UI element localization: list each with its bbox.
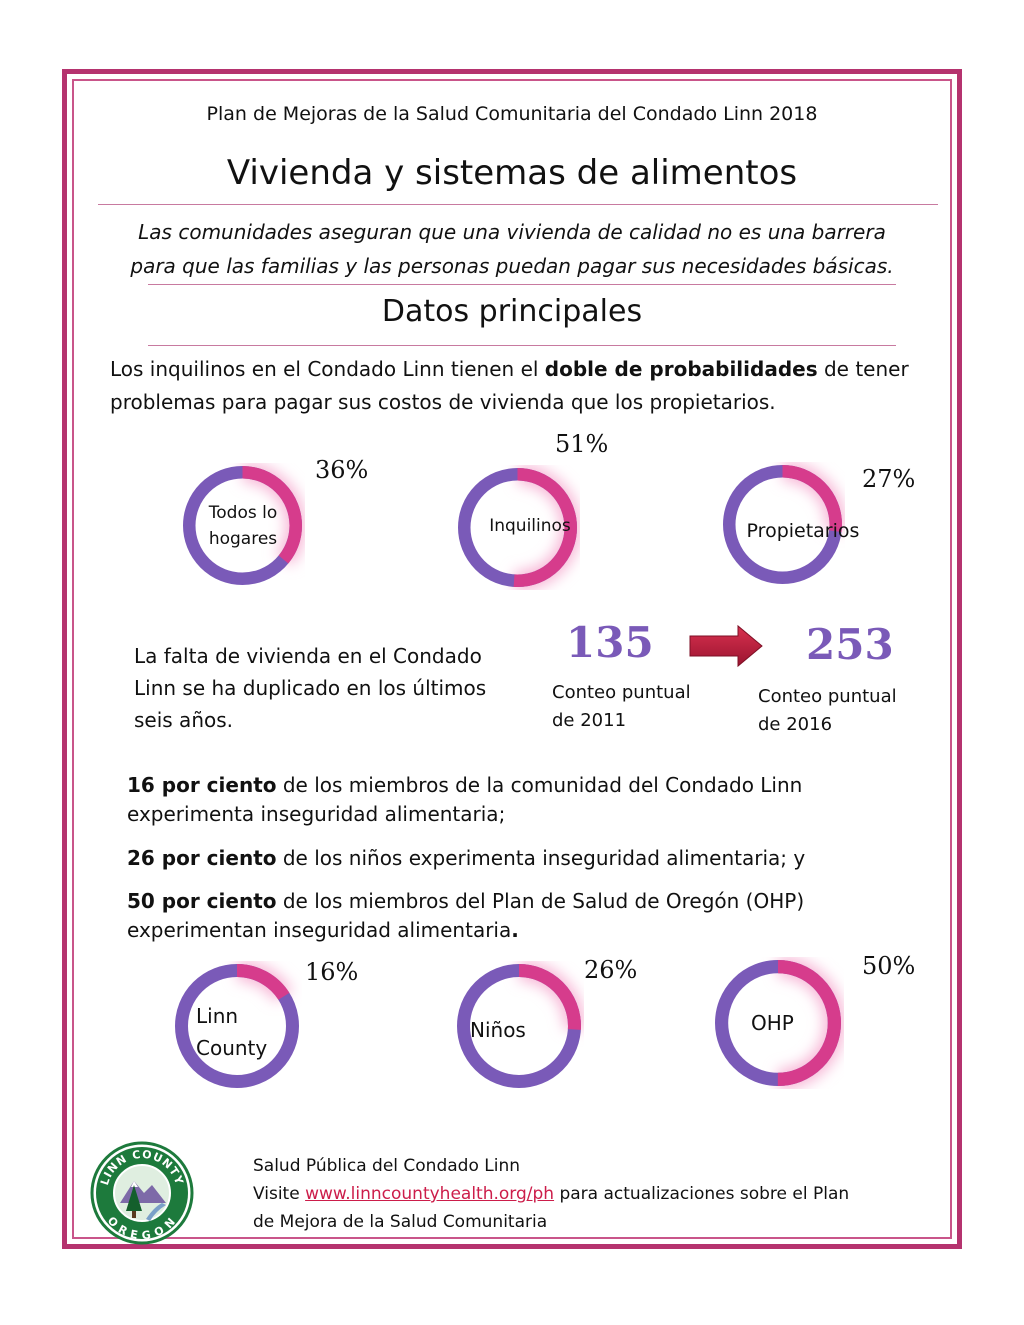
- donut-chart-all-households: [179, 462, 306, 589]
- arrow-icon: [689, 624, 763, 668]
- donut-chart-owners: [719, 461, 846, 588]
- percent-owners: 27%: [862, 465, 916, 493]
- percent-children: 26%: [584, 956, 638, 984]
- donut-chart-children-segment: [457, 964, 581, 1088]
- outer-border: [62, 69, 962, 1249]
- housing-paragraph: Los inquilinos en el Condado Linn tienen…: [110, 353, 930, 419]
- label-linn-county-line1: Linn: [196, 1004, 239, 1028]
- food-item-1: 16 por ciento de los miembros de la comu…: [127, 771, 927, 829]
- homeless-text: La falta de vivienda en el Condado Linn …: [134, 644, 487, 732]
- label-linn-county: Linn County: [196, 1000, 306, 1064]
- footer-visit: Visite: [253, 1184, 306, 1204]
- percent-all-households: 36%: [315, 456, 369, 484]
- document-header: Plan de Mejoras de la Salud Comunitaria …: [206, 103, 818, 125]
- count-2016: 253: [806, 620, 894, 669]
- label-2016: Conteo puntual de 2016: [758, 683, 897, 739]
- label-2011-line1: Conteo puntual: [552, 682, 691, 703]
- count-2011: 135: [566, 618, 654, 667]
- title-divider: [98, 204, 938, 205]
- footer-rest2: de Mejora de la Salud Comunitaria: [253, 1212, 548, 1232]
- inner-border: [72, 79, 952, 1239]
- donut-chart-owners-segment: [723, 465, 842, 584]
- donut-chart-renters-segment: [458, 468, 577, 587]
- label-owners: Propietarios: [746, 520, 860, 542]
- donut-ohp: [711, 956, 845, 1090]
- label-2011-line2: de 2011: [552, 710, 627, 731]
- food-item-1-text: de los miembros de la comunidad del Cond…: [127, 773, 803, 826]
- footer-rest1: para actualizaciones sobre el Plan: [554, 1184, 850, 1204]
- donut-children: [453, 960, 585, 1092]
- label-linn-county-line2: County: [196, 1036, 268, 1060]
- page-title: Vivienda y sistemas de alimentos: [226, 153, 798, 193]
- donut-chart-linn-county: [171, 960, 303, 1092]
- food-item-2-text: de los niños experimenta inseguridad ali…: [276, 846, 806, 870]
- food-item-2: 26 por ciento de los niños experimenta i…: [127, 844, 927, 873]
- linn-county-logo: LINN COUNTY OREGON: [90, 1141, 194, 1245]
- subtitle: Las comunidades aseguran que una viviend…: [110, 215, 914, 283]
- housing-text-bold: doble de probabilidades: [544, 357, 818, 381]
- donut-chart-ohp: [711, 956, 845, 1090]
- subtitle-divider: [148, 284, 896, 285]
- percent-ohp: 50%: [862, 952, 916, 980]
- label-2016-line2: de 2016: [758, 714, 833, 735]
- percent-renters: 51%: [555, 430, 609, 458]
- food-item-3-bold: 50 por ciento: [127, 889, 277, 913]
- donut-chart-ohp-segment: [714, 959, 842, 1087]
- subtitle-line-1: Las comunidades aseguran que una viviend…: [138, 220, 886, 244]
- section-title: Datos principales: [381, 294, 643, 329]
- label-all-households-line1: Todos lo: [208, 503, 278, 523]
- donut-all-households: [179, 462, 306, 589]
- food-item-2-bold: 26 por ciento: [127, 846, 277, 870]
- donut-linn-county: [171, 960, 303, 1092]
- label-2011: Conteo puntual de 2011: [552, 679, 691, 735]
- food-item-3-end: .: [511, 918, 519, 942]
- donut-renters: [454, 464, 581, 591]
- subtitle-line-2: para que las familias y las personas pue…: [130, 254, 894, 278]
- footer: Salud Pública del Condado Linn Visite ww…: [253, 1152, 933, 1236]
- donut-chart-all-households-segment: [183, 466, 302, 585]
- donut-chart-children: [453, 960, 585, 1092]
- housing-text-pre: Los inquilinos en el Condado Linn tienen…: [110, 357, 545, 381]
- donut-chart-linn-county-segment: [175, 964, 299, 1088]
- footer-org: Salud Pública del Condado Linn: [253, 1156, 521, 1176]
- label-ohp: OHP: [751, 1011, 794, 1035]
- food-item-3: 50 por ciento de los miembros del Plan d…: [127, 887, 927, 945]
- label-children: Niños: [470, 1018, 526, 1042]
- footer-visit-line: Visite www.linncountyhealth.org/ph para …: [253, 1180, 933, 1208]
- label-2016-line1: Conteo puntual: [758, 686, 897, 707]
- label-renters: Inquilinos: [489, 516, 571, 536]
- housing-text-post: de tener problemas para pagar sus costos…: [110, 357, 909, 414]
- food-item-1-bold: 16 por ciento: [127, 773, 277, 797]
- donut-owners: [719, 461, 846, 588]
- food-item-3-text: de los miembros del Plan de Salud de Ore…: [127, 889, 805, 942]
- donut-chart-renters: [454, 464, 581, 591]
- label-all-households-line2: hogares: [208, 529, 278, 549]
- percent-linn-county: 16%: [305, 958, 359, 986]
- health-website-link[interactable]: www.linncountyhealth.org/ph: [305, 1184, 555, 1204]
- section-divider: [148, 345, 896, 346]
- label-all-households: Todos lo hogares: [188, 500, 298, 552]
